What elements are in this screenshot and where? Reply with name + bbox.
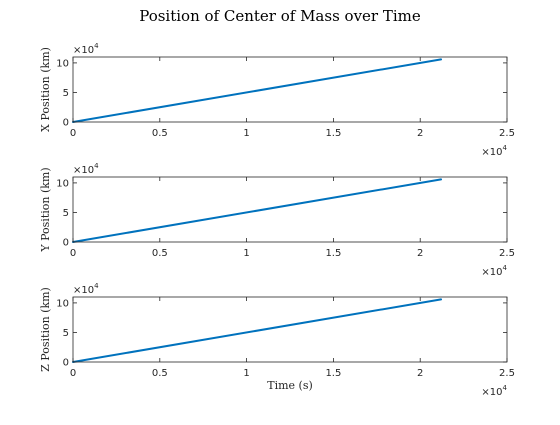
subplot-3: 0 0.5 1 1.5 2 2.5 0 5 10 ×104 ×104 Z Position (km) T… <box>39 282 515 398</box>
x-tick-label: 2 <box>417 368 423 379</box>
series-line-1 <box>72 58 443 123</box>
x-tick-label: 2.5 <box>499 368 515 379</box>
y-tick-label: 0 <box>63 358 69 369</box>
y-axis-exponent: 4 <box>94 42 99 50</box>
y-axis-exponent: 4 <box>94 282 99 290</box>
y-axis-multiplier: ×104 <box>73 282 99 296</box>
x-tick-label: 0.5 <box>152 248 168 259</box>
x-tick-label: 0.5 <box>152 128 168 139</box>
plot-area <box>73 57 507 122</box>
y-tick-label: 5 <box>63 328 69 339</box>
axes-box <box>72 176 508 243</box>
y-axis-multiplier: ×104 <box>73 162 99 176</box>
x-tick-label: 0 <box>70 128 76 139</box>
x-axis-exponent: 4 <box>503 264 508 272</box>
x-tick-label: 1 <box>243 128 249 139</box>
y-axis-label: Y Position (km) <box>39 167 52 252</box>
y-tick-label: 10 <box>56 298 69 309</box>
x-tick-label: 0 <box>70 368 76 379</box>
x-tick-label: 1.5 <box>325 128 341 139</box>
axes-box <box>72 56 508 123</box>
series-line-1 <box>72 298 443 363</box>
x-tick-label: 2.5 <box>499 128 515 139</box>
y-tick-label: 10 <box>56 58 69 69</box>
x-axis-exponent: 4 <box>503 144 508 152</box>
x-axis-multiplier: ×104 <box>481 384 507 398</box>
y-axis-exponent: 4 <box>94 162 99 170</box>
x-axis-label: Time (s) <box>267 379 313 392</box>
x-axis-multiplier: ×104 <box>481 264 507 278</box>
x-tick-label: 0.5 <box>152 368 168 379</box>
y-axis-multiplier: ×104 <box>73 42 99 56</box>
plot-area <box>73 297 507 362</box>
figure-title: Position of Center of Mass over Time <box>139 7 421 25</box>
x-tick-label: 1 <box>243 368 249 379</box>
plot-area <box>73 177 507 242</box>
y-axis-label: X Position (km) <box>39 47 52 132</box>
y-tick-label: 5 <box>63 88 69 99</box>
y-tick-label: 5 <box>63 208 69 219</box>
y-axis-label: Z Position (km) <box>39 287 52 372</box>
subplot-2: 0 0.5 1 1.5 2 2.5 0 5 10 ×104 ×104 Y Position (km) <box>39 162 515 278</box>
y-tick-label: 0 <box>63 118 69 129</box>
subplot-1: 0 0.5 1 1.5 2 2.5 0 5 10 ×104 ×104 X Position (km) <box>39 42 515 158</box>
x-axis-exponent: 4 <box>503 384 508 392</box>
axes-box <box>72 296 508 363</box>
x-axis-multiplier: ×104 <box>481 144 507 158</box>
x-tick-label: 1 <box>243 248 249 259</box>
x-tick-label: 2 <box>417 248 423 259</box>
y-tick-label: 10 <box>56 178 69 189</box>
x-tick-label: 1.5 <box>325 368 341 379</box>
x-tick-label: 2 <box>417 128 423 139</box>
series-line-1 <box>72 178 443 243</box>
x-tick-label: 2.5 <box>499 248 515 259</box>
x-tick-label: 1.5 <box>325 248 341 259</box>
y-tick-label: 0 <box>63 238 69 249</box>
x-tick-label: 0 <box>70 248 76 259</box>
